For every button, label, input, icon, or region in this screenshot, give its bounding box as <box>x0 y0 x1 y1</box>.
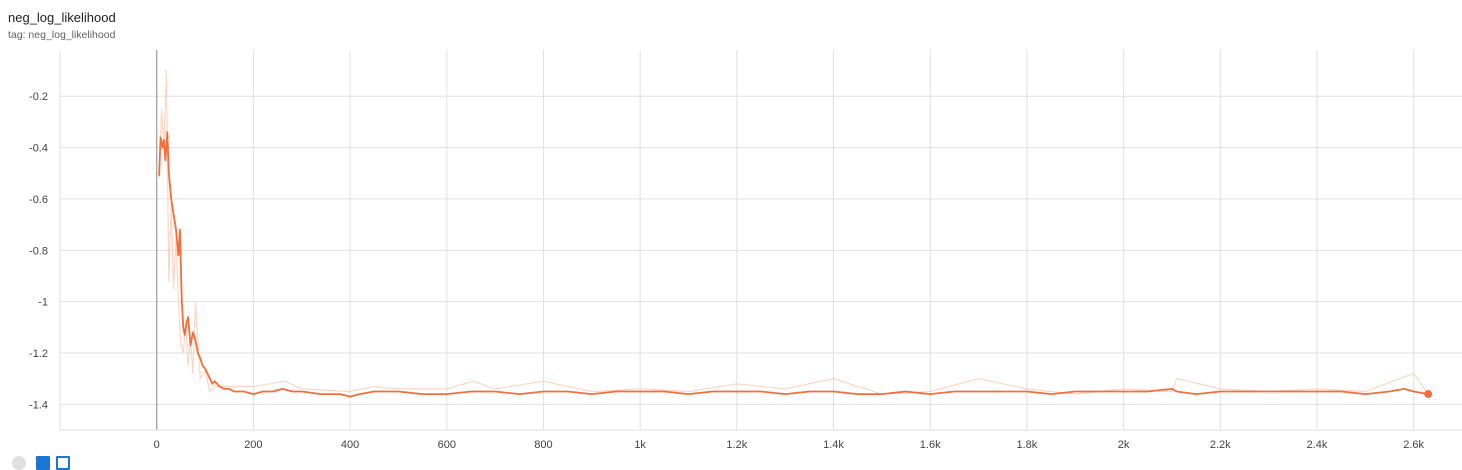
x-tick-label: 2.6k <box>1403 439 1424 451</box>
fit-domain-icon[interactable] <box>56 456 70 470</box>
y-tick-label: -1.4 <box>29 399 48 411</box>
x-tick-label: 1.2k <box>726 439 747 451</box>
line-chart[interactable]: 0 200 400 600 800 1k 1.2k 1.4k 1.6k 1.8k 2k 2.2k 2.4… <box>0 0 1462 452</box>
y-tick-label: -0.2 <box>29 91 48 103</box>
expand-icon[interactable] <box>12 456 26 470</box>
x-tick-label: 1k <box>634 439 646 451</box>
raw-series-line <box>158 69 1429 395</box>
x-tick-label: 2k <box>1118 439 1130 451</box>
y-tick-label: -1 <box>38 297 48 309</box>
x-tick-label: 2.4k <box>1307 439 1328 451</box>
x-tick-label: 600 <box>438 439 456 451</box>
x-tick-label: 200 <box>244 439 262 451</box>
x-tick-label: 1.8k <box>1016 439 1037 451</box>
x-tick-label: 800 <box>534 439 552 451</box>
chart-title: neg_log_likelihood <box>8 10 116 25</box>
y-tick-label: -1.2 <box>29 348 48 360</box>
log-scale-icon[interactable] <box>36 456 50 470</box>
smoothed-series-line <box>158 131 1429 398</box>
x-tick-label: 2.2k <box>1210 439 1231 451</box>
x-tick-label: 1.6k <box>920 439 941 451</box>
chart-tag: tag: neg_log_likelihood <box>8 29 116 41</box>
y-tick-label: -0.8 <box>29 245 48 257</box>
x-tick-label: 1.4k <box>823 439 844 451</box>
y-tick-label: -0.4 <box>29 143 48 155</box>
series-end-point <box>1424 390 1433 399</box>
x-tick-label: 400 <box>341 439 359 451</box>
y-tick-label: -0.6 <box>29 194 48 206</box>
x-tick-label: 0 <box>154 439 160 451</box>
